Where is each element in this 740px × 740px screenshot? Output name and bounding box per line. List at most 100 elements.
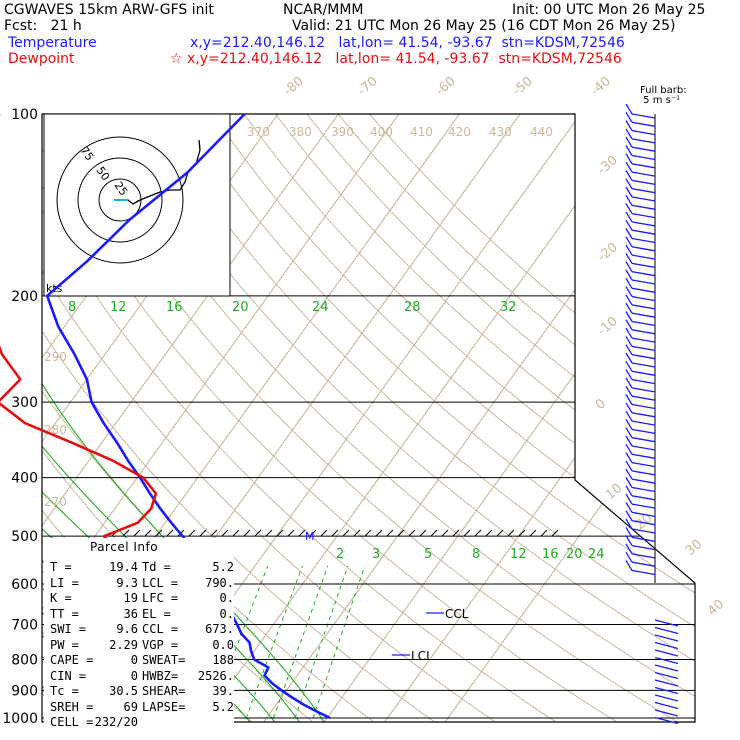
isotherm-line — [42, 114, 420, 722]
hatch-mark — [166, 529, 174, 537]
wind-barb-flag — [625, 385, 633, 397]
wind-barb-flag — [625, 286, 633, 297]
hatch-mark — [463, 529, 471, 537]
hatch-mark — [485, 529, 493, 537]
parcel-label: T = — [50, 560, 72, 574]
mixing-ratio-line — [272, 565, 329, 719]
parcel-row: SWI = 9.6 CCL = 673. — [50, 622, 234, 637]
wind-barb-flag — [625, 443, 633, 455]
hatch-mark — [408, 529, 416, 537]
wind-barb — [631, 569, 656, 576]
dry-adiabat-line — [149, 114, 695, 722]
wind-barb — [631, 337, 656, 343]
dry-adiabat-line — [86, 114, 695, 722]
wind-barb — [631, 304, 656, 310]
parcel-label: VGP = — [142, 637, 179, 652]
wind-barb — [631, 212, 656, 219]
mixing-ratio-label: 12 — [110, 300, 127, 315]
wind-barb-flag — [625, 128, 633, 140]
hatch-mark — [430, 529, 438, 537]
pressure-label: 100 — [11, 107, 38, 123]
parcel-value: 9.3 — [116, 575, 138, 590]
parcel-label: SREH = — [50, 699, 94, 714]
hodograph-frame — [43, 113, 231, 297]
parcel-info-panel: Parcel Info T = 19.4 Td = 5.2 LI = 9.3 LCL = 79… — [44, 538, 234, 729]
wind-barb-flag — [625, 460, 633, 472]
hatch-mark — [529, 529, 537, 537]
parcel-label: Tc = — [50, 684, 79, 698]
wind-barb-flag — [625, 269, 633, 281]
model-title: CGWAVES 15km ARW-GFS init — [4, 2, 214, 18]
parcel-value: 9.6 — [116, 622, 138, 636]
hatch-mark — [353, 529, 361, 537]
parcel-value: 5.2 — [212, 699, 234, 714]
wind-barb — [631, 387, 656, 393]
wind-barb — [631, 312, 656, 318]
wind-barb — [631, 221, 656, 227]
parcel-row: LI = 9.3 LCL = 790. — [50, 576, 234, 591]
parcel-value: 19 — [123, 591, 138, 605]
wind-barb — [631, 204, 656, 210]
wind-barb-flag — [625, 261, 633, 273]
dry-adiabat-line — [243, 114, 695, 722]
wind-barb-flag — [625, 194, 633, 206]
hatch-mark — [364, 529, 372, 537]
mixing-ratio-label: 20 — [566, 547, 583, 562]
wind-barb — [654, 664, 679, 672]
theta-label: 270 — [44, 495, 67, 509]
parcel-value: 5.2 — [212, 560, 234, 574]
wind-barb-flag — [625, 228, 633, 239]
wind-barb-flag — [625, 103, 633, 115]
wind-barb — [631, 171, 656, 177]
dry-adiabat-line — [306, 114, 695, 722]
legend-temperature: Temperature — [8, 35, 97, 51]
isotherm-label: -80 — [281, 74, 307, 99]
wind-barb — [631, 561, 656, 567]
wind-barb — [631, 320, 656, 327]
parcel-label: CAPE = — [50, 653, 94, 667]
wind-barb-flag — [625, 369, 633, 380]
dry-adiabat-line — [42, 114, 632, 722]
dewpoint-location: ☆ x,y=212.40,146.12 lat,lon= 41.54, -93.… — [170, 51, 622, 67]
parcel-row: CIN = 0 HWBZ= 2526. — [50, 669, 234, 684]
parcel-row: CAPE = 0 SWEAT= 188 — [50, 653, 234, 668]
mixing-ratio-line — [294, 565, 349, 719]
wind-barb — [631, 544, 656, 551]
theta-label: 370 — [247, 125, 270, 139]
wind-barb — [631, 395, 656, 401]
legend-dewpoint: Dewpoint — [8, 51, 75, 67]
wind-barb — [631, 370, 656, 376]
hatch-mark — [276, 529, 284, 537]
wind-barb — [631, 262, 656, 269]
wind-barb-flag — [625, 551, 633, 563]
parcel-value: 0. — [219, 606, 234, 621]
mixing-ratio-label: 32 — [500, 300, 517, 315]
pressure-label: 300 — [11, 395, 38, 411]
wind-barb — [654, 634, 679, 642]
wind-barb-flag — [625, 120, 633, 131]
mixing-ratio-line — [312, 565, 366, 719]
hatch-mark — [221, 529, 229, 537]
parcel-value: 232/20 — [94, 715, 138, 729]
hatch-mark — [133, 529, 141, 537]
wind-barb — [654, 694, 679, 702]
wind-barb — [631, 129, 656, 136]
wind-barb — [631, 237, 656, 244]
wind-barb-flag — [625, 394, 633, 405]
isotherm-label: -50 — [510, 74, 536, 99]
wind-barb — [631, 121, 656, 127]
wind-barb-flag — [625, 485, 633, 497]
pressure-label: 400 — [11, 471, 38, 487]
wind-barb — [631, 486, 656, 493]
wind-barb-flag — [625, 186, 633, 198]
dry-adiabat-line — [42, 114, 448, 722]
wind-barb — [654, 656, 679, 665]
hatch-mark — [386, 529, 394, 537]
hatch-mark — [496, 529, 504, 537]
parcel-label: SWEAT= — [142, 653, 186, 667]
parcel-value: 2526. — [197, 668, 234, 683]
wind-barb-flag — [625, 336, 633, 347]
wind-barb-flag — [625, 111, 633, 123]
wind-barb-flag — [625, 535, 633, 546]
wind-barb-flag — [625, 136, 633, 148]
